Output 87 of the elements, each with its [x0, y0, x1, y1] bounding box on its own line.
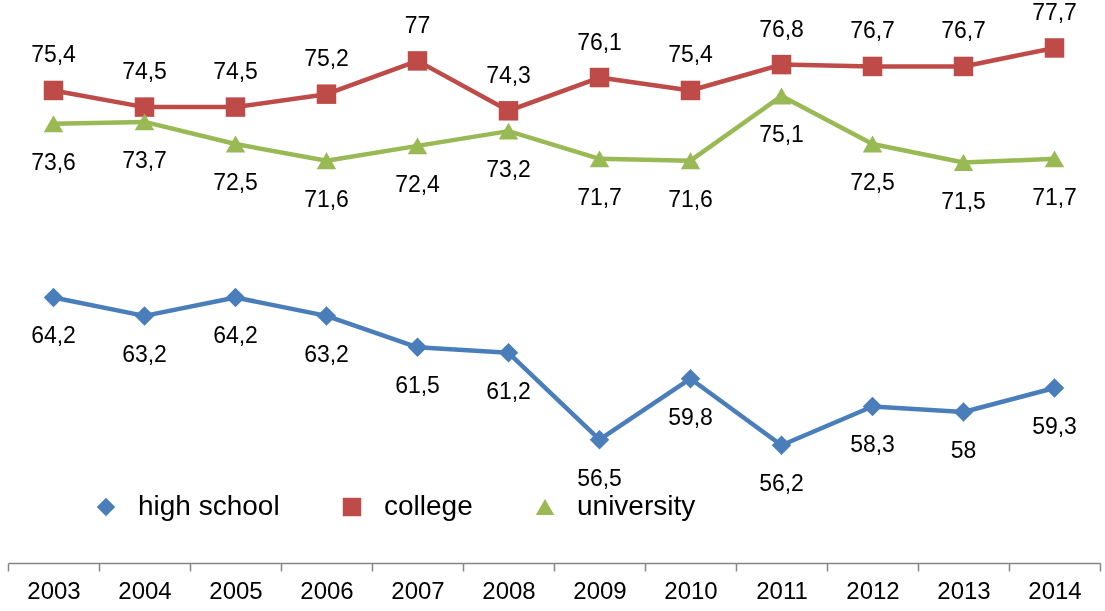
- point: [1044, 150, 1065, 168]
- point: [407, 337, 428, 358]
- data-label: 72,5: [850, 169, 895, 196]
- point: [680, 152, 701, 170]
- data-label: 73,7: [122, 146, 167, 173]
- point: [589, 429, 610, 450]
- x-tick-label: 2012: [846, 576, 900, 604]
- data-label: 63,2: [304, 340, 349, 367]
- x-tick-label: 2009: [573, 576, 627, 604]
- point: [316, 84, 337, 104]
- data-label: 58: [950, 437, 977, 463]
- point: [953, 154, 974, 171]
- data-label: 75,4: [31, 41, 77, 68]
- point: [1044, 38, 1065, 58]
- x-tick-label: 2003: [27, 576, 81, 604]
- data-label: 71,5: [941, 187, 986, 214]
- point: [498, 101, 519, 121]
- data-label: 72,5: [213, 169, 258, 196]
- point: [1044, 378, 1065, 398]
- point: [862, 135, 883, 153]
- point: [225, 97, 246, 117]
- data-label: 77: [404, 11, 431, 38]
- x-tick-label: 2005: [209, 576, 263, 604]
- data-label: 75,1: [759, 121, 804, 148]
- data-label: 76,8: [759, 15, 804, 42]
- data-label: 73,2: [486, 156, 531, 183]
- point: [771, 435, 792, 456]
- point: [407, 51, 428, 71]
- point: [680, 80, 701, 101]
- x-tick-label: 2014: [1028, 576, 1082, 604]
- data-label: 74,5: [122, 58, 167, 85]
- legend-label: university: [577, 490, 696, 521]
- data-label: 75,2: [304, 45, 349, 72]
- data-label: 75,4: [668, 41, 714, 68]
- x-tick-label: 2004: [118, 576, 172, 604]
- point: [771, 87, 792, 105]
- point: [771, 54, 792, 75]
- point: [43, 287, 64, 308]
- point: [134, 97, 155, 117]
- x-tick-label: 2007: [391, 576, 445, 604]
- point: [862, 396, 883, 417]
- data-label: 56,5: [577, 464, 622, 491]
- data-label: 56,2: [759, 470, 804, 497]
- data-label: 59,8: [668, 403, 713, 430]
- x-tick-label: 2011: [756, 576, 808, 604]
- point: [225, 287, 246, 308]
- data-label: 74,5: [213, 58, 258, 85]
- point: [589, 67, 610, 88]
- data-label: 64,2: [31, 322, 76, 349]
- data-label: 72,4: [395, 170, 441, 197]
- point: [953, 56, 974, 77]
- data-label: 71,6: [304, 185, 349, 212]
- data-label: 73,6: [31, 148, 76, 175]
- point: [498, 343, 519, 363]
- point: [316, 152, 337, 170]
- data-label: 76,1: [577, 28, 622, 55]
- point: [407, 137, 428, 155]
- point: [316, 306, 337, 326]
- data-label: 76,7: [941, 17, 986, 44]
- data-label: 76,7: [850, 17, 895, 44]
- data-label: 63,2: [122, 340, 167, 367]
- x-tick-label: 2008: [482, 576, 536, 604]
- legend-label: high school: [138, 490, 280, 521]
- data-label: 74,3: [486, 61, 531, 88]
- data-label: 71,7: [577, 183, 622, 210]
- point: [43, 80, 64, 101]
- x-tick-label: 2006: [300, 576, 354, 604]
- point: [134, 113, 155, 131]
- point: [225, 135, 246, 153]
- data-label: 77,7: [1032, 0, 1077, 25]
- x-tick-label: 2013: [937, 576, 991, 604]
- x-tick-label: 2010: [664, 576, 718, 604]
- point: [134, 306, 155, 326]
- point: [498, 122, 519, 140]
- point: [589, 150, 610, 168]
- data-label: 58,3: [850, 431, 895, 458]
- point: [953, 402, 974, 422]
- data-label: 71,6: [668, 185, 713, 212]
- point: [680, 368, 701, 389]
- data-label: 64,2: [213, 322, 258, 349]
- data-label: 61,5: [395, 372, 440, 399]
- point: [43, 115, 64, 133]
- data-label: 61,2: [486, 377, 531, 404]
- data-label: 71,7: [1032, 183, 1077, 210]
- point: [862, 56, 883, 77]
- legend-label: college: [384, 490, 473, 521]
- data-label: 59,3: [1032, 412, 1077, 439]
